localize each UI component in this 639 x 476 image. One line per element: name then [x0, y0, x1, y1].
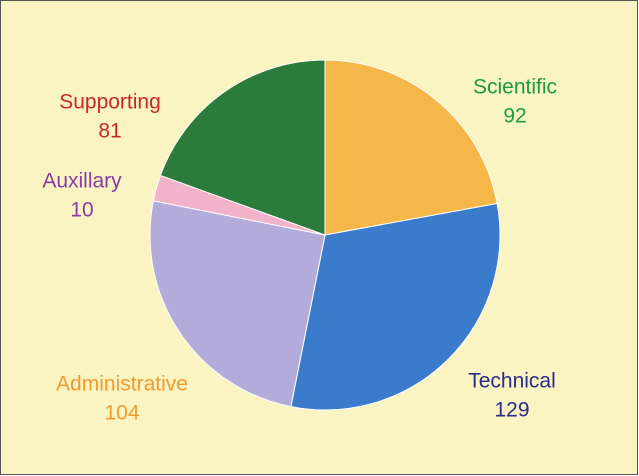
slice-value: 129 — [494, 399, 529, 422]
pie-slice — [290, 202, 501, 411]
slice-label: Administrative — [56, 373, 188, 396]
slice-value: 104 — [104, 402, 139, 425]
slice-value: 92 — [503, 105, 526, 128]
slice-value: 10 — [70, 199, 93, 222]
slice-label: Auxillary — [42, 170, 122, 193]
pie-slice — [149, 200, 326, 408]
slice-label: Technical — [468, 370, 556, 393]
slice-label: Scientific — [473, 76, 557, 99]
pie-slice — [324, 59, 498, 236]
slice-value: 81 — [98, 120, 121, 143]
slice-label: Supporting — [59, 91, 161, 114]
pie-slice — [159, 59, 326, 236]
